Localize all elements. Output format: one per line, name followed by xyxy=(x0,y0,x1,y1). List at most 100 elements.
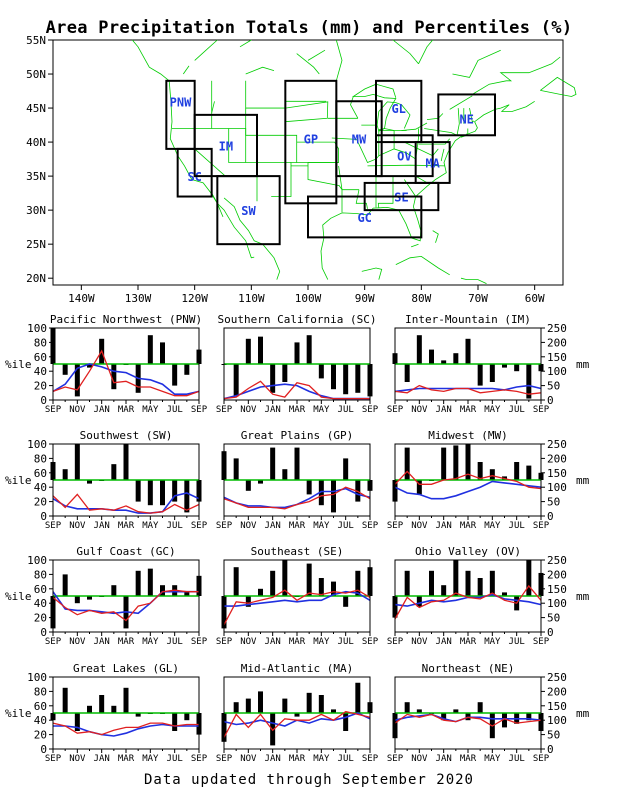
percentile-bar xyxy=(245,338,251,364)
percentile-bar xyxy=(465,338,471,364)
month-tick-label: JAN xyxy=(436,754,452,764)
percentile-bar xyxy=(441,360,447,364)
lon-tick-label: 140W xyxy=(68,292,95,305)
mm-tick-label: 250 xyxy=(547,671,567,684)
percentile-bar xyxy=(343,458,349,480)
pct-tick-label: 20 xyxy=(34,729,47,742)
percentile-bar xyxy=(416,480,422,495)
mm-tick-label: 200 xyxy=(547,568,567,581)
month-tick-label: MAR xyxy=(118,405,135,415)
total-precip-line xyxy=(394,470,542,490)
mm-tick-label: 0 xyxy=(547,743,554,756)
coastline-segment xyxy=(395,255,450,276)
mm-tick-label: 250 xyxy=(547,438,567,451)
percentile-bar xyxy=(306,480,312,495)
panel-gulf-coast-gc: Gulf Coast (GC)SEP NOV JAN MAR MAY JUL SEP0204… xyxy=(5,545,208,647)
month-tick-label: SEP xyxy=(216,637,233,647)
lat-tick-label: 25N xyxy=(26,238,46,251)
state-border xyxy=(418,138,451,145)
percentile-bar xyxy=(62,687,68,713)
percentile-bar xyxy=(416,709,422,713)
month-tick-label: SEP xyxy=(533,521,550,531)
percentile-bar xyxy=(87,364,92,368)
percentile-bar xyxy=(453,445,459,480)
percentile-bar xyxy=(441,713,447,721)
percentile-bar xyxy=(294,342,300,364)
panel-title: Southeast (SE) xyxy=(251,545,344,558)
percentile-bar xyxy=(245,480,251,491)
percentile-bar xyxy=(160,480,165,506)
state-border xyxy=(355,189,368,209)
coastline-segment xyxy=(392,39,419,65)
month-tick-label: SEP xyxy=(387,754,404,764)
month-tick-label: NOV xyxy=(240,521,257,531)
percentile-bar xyxy=(465,444,471,480)
month-tick-label: SEP xyxy=(387,521,404,531)
month-tick-label: JUL xyxy=(167,521,183,531)
coastline-segment xyxy=(449,95,473,110)
mm-tick-label: 250 xyxy=(547,554,567,567)
coastline-segment xyxy=(296,53,320,75)
coastline-segment xyxy=(194,39,218,61)
percentile-bar xyxy=(514,364,520,372)
percentile-bar xyxy=(502,364,507,368)
month-tick-label: JAN xyxy=(94,521,110,531)
percentile-bar xyxy=(453,353,459,364)
panel-ohio-valley-ov: Ohio Valley (OV)SEP NOV JAN MAR MAY JUL SEP050… xyxy=(387,545,590,647)
mm-tick-label: 0 xyxy=(547,394,554,407)
percentile-bar xyxy=(318,480,324,506)
month-tick-label: SEP xyxy=(191,637,208,647)
percentile-bar xyxy=(343,364,349,395)
total-precip-line xyxy=(223,380,370,400)
percentile-bar xyxy=(404,702,410,713)
pct-tick-label: 80 xyxy=(34,452,47,465)
percentile-bar xyxy=(282,560,288,596)
coastline-segment xyxy=(540,76,577,97)
percentile-bar xyxy=(294,713,300,717)
pct-tick-label: 60 xyxy=(34,700,47,713)
percentile-bar xyxy=(526,364,532,399)
month-tick-label: JAN xyxy=(436,521,452,531)
coastline-segment xyxy=(418,39,434,64)
month-tick-label: MAY xyxy=(313,521,330,531)
percentile-bar xyxy=(355,480,361,502)
region-label-pnw: PNW xyxy=(170,95,192,109)
lon-tick-label: 100W xyxy=(295,292,322,305)
coastline-segment xyxy=(472,56,561,95)
pct-tick-label: 20 xyxy=(34,496,47,509)
state-border xyxy=(285,101,329,123)
region-label-gc: GC xyxy=(357,211,371,225)
state-border xyxy=(291,162,339,167)
mm-tick-label: 100 xyxy=(547,481,567,494)
month-tick-label: MAY xyxy=(484,405,501,415)
percentile-bar xyxy=(160,585,165,596)
pct-tick-label: 60 xyxy=(34,351,47,364)
region-box-gl xyxy=(375,79,423,144)
month-tick-label: MAR xyxy=(289,521,306,531)
month-tick-label: JAN xyxy=(265,637,281,647)
month-tick-label: MAY xyxy=(142,754,159,764)
month-tick-label: MAY xyxy=(313,637,330,647)
panel-title: Midwest (MW) xyxy=(428,429,507,442)
month-tick-label: NOV xyxy=(69,405,86,415)
panel-southwest-sw: Southwest (SW)SEP NOV JAN MAR MAY JUL SEP02040… xyxy=(5,429,208,531)
region-label-ma: MA xyxy=(425,157,440,171)
panel-title: Gulf Coast (GC) xyxy=(76,545,175,558)
percentile-bar xyxy=(87,480,92,484)
month-tick-label: SEP xyxy=(216,754,233,764)
right-axis-label: mm xyxy=(576,590,590,603)
mm-tick-label: 100 xyxy=(547,714,567,727)
pct-tick-label: 0 xyxy=(40,394,47,407)
month-tick-label: JAN xyxy=(436,637,452,647)
percentile-bar xyxy=(270,570,276,596)
percentile-bar xyxy=(502,592,507,596)
coastline-segment xyxy=(322,100,535,242)
percentile-bar xyxy=(465,570,471,596)
percentile-bar xyxy=(331,581,336,596)
total-precip-line xyxy=(223,589,371,626)
lat-tick-label: 55N xyxy=(26,34,46,47)
region-label-mw: MW xyxy=(352,133,367,147)
mm-tick-label: 50 xyxy=(547,380,560,393)
month-tick-label: JUL xyxy=(167,405,183,415)
lat-tick-label: 45N xyxy=(26,102,46,115)
